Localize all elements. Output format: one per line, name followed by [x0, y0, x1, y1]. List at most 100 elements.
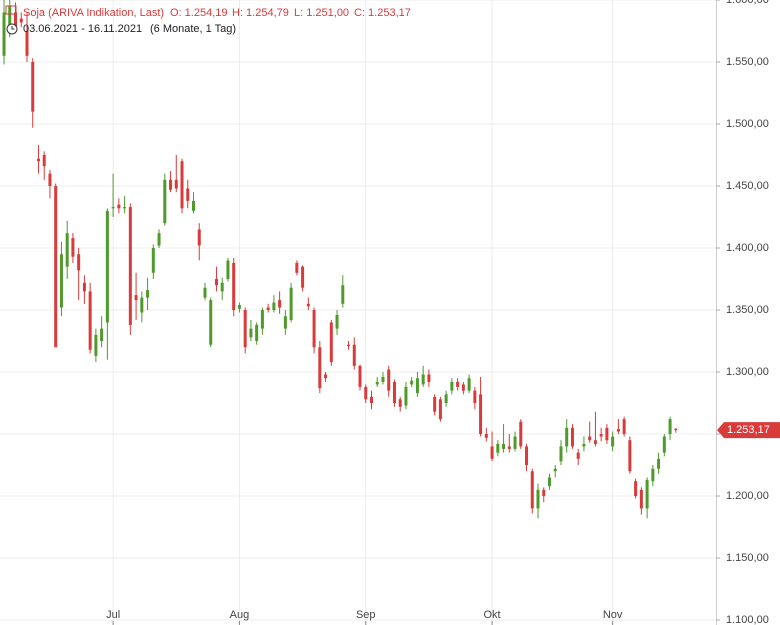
candle-body [111, 207, 115, 209]
ohlc-high: H: 1.254,79 [232, 7, 289, 19]
candle-body [278, 300, 282, 308]
grid-layer [0, 0, 716, 625]
candle-body [611, 436, 615, 447]
candle-body [404, 386, 408, 406]
ohlc-low: L: 1.251,00 [294, 7, 349, 19]
candle-body [42, 155, 46, 167]
candle-body [438, 399, 442, 420]
candle-body [8, 6, 12, 32]
y-tick-label: 1.350,00 [726, 304, 769, 316]
candle-body [283, 316, 287, 329]
y-tick-label: 1.150,00 [726, 552, 769, 564]
candle-body [639, 489, 643, 509]
x-tick-label: Okt [484, 609, 501, 621]
candle-body [123, 207, 127, 209]
candle-body [507, 446, 511, 449]
candle-body [599, 434, 603, 437]
candle-body [410, 380, 414, 385]
candle-body [570, 427, 574, 447]
candle-body [301, 266, 305, 288]
candle-body [100, 328, 104, 342]
candle-body [582, 443, 586, 447]
x-tick-label: Aug [230, 609, 250, 621]
candle-body [381, 376, 385, 382]
candle-body [117, 204, 121, 209]
candle-body [324, 374, 328, 379]
candle-body [542, 489, 546, 497]
candle-body [593, 440, 597, 444]
candle-body [272, 302, 276, 311]
candle-body [352, 344, 356, 366]
candle-body [237, 305, 241, 309]
candle-body [502, 443, 506, 449]
candle-body [553, 468, 557, 472]
candle-body [266, 307, 270, 311]
y-tick-label: 1.100,00 [726, 614, 769, 625]
candle-body [576, 452, 580, 459]
candle-body [65, 233, 69, 267]
date-range: 03.06.2021 - 16.11.2021 [23, 23, 142, 35]
candle-body [450, 381, 454, 391]
candle-body [467, 378, 471, 391]
candle-body [232, 262, 236, 311]
candle-body [105, 210, 109, 323]
candle-body [255, 324, 259, 342]
candle-body [94, 334, 98, 356]
candle-body [519, 421, 523, 447]
y-tick-label: 1.200,00 [726, 490, 769, 502]
candle-body [186, 188, 190, 201]
candle-body [77, 254, 81, 271]
candle-body [295, 262, 299, 273]
candle-body [128, 207, 132, 325]
candle-body [203, 287, 207, 298]
chart-icon [5, 5, 17, 15]
candle-body [634, 481, 638, 497]
candle-body [364, 386, 368, 400]
ohlc-open: O: 1.254,19 [170, 7, 228, 19]
candle-body [398, 399, 402, 407]
candle-body [209, 300, 213, 345]
candle-body [461, 384, 465, 391]
header: Soja (ARIVA Indikation, Last) O: 1.254,1… [5, 5, 411, 35]
candle-body [146, 290, 150, 298]
candle-body [226, 260, 230, 280]
candle-body [433, 396, 437, 412]
candle-body [306, 303, 310, 307]
candle-body [588, 436, 592, 441]
candle-body [249, 328, 253, 338]
candle-body [25, 31, 29, 56]
y-tick-label: 1.500,00 [726, 118, 769, 130]
candle-body [14, 12, 18, 28]
candle-body [36, 158, 40, 162]
candle-body [19, 18, 23, 23]
candle-body [88, 291, 92, 350]
candle-body [318, 347, 322, 389]
candle-body [82, 282, 86, 292]
candle-body [456, 381, 460, 387]
candle-body [473, 390, 477, 404]
candle-body [369, 396, 373, 404]
candle-body [387, 369, 391, 391]
candle-body [358, 365, 362, 387]
x-tick-label: Nov [603, 609, 623, 621]
y-tick-label: 1.400,00 [726, 242, 769, 254]
candle-body [651, 468, 655, 482]
y-tick-label: 1.600,00 [726, 0, 769, 6]
axis-layer: 1.100,001.150,001.200,001.250,001.300,00… [106, 0, 780, 625]
x-tick-label: Sep [356, 609, 376, 621]
candle-body [243, 310, 247, 348]
candle-body [565, 427, 569, 447]
candle-body [54, 186, 58, 348]
candle-body [622, 419, 626, 435]
candle-body [415, 378, 419, 394]
x-tick-label: Jul [106, 609, 120, 621]
candle-body [2, 12, 6, 56]
candle-body [628, 440, 632, 472]
candle-body [289, 287, 293, 320]
candle-body [513, 436, 517, 449]
candle-body [479, 394, 483, 435]
candle-body [31, 62, 35, 112]
candle-body [163, 179, 167, 224]
candle-body [220, 282, 224, 292]
